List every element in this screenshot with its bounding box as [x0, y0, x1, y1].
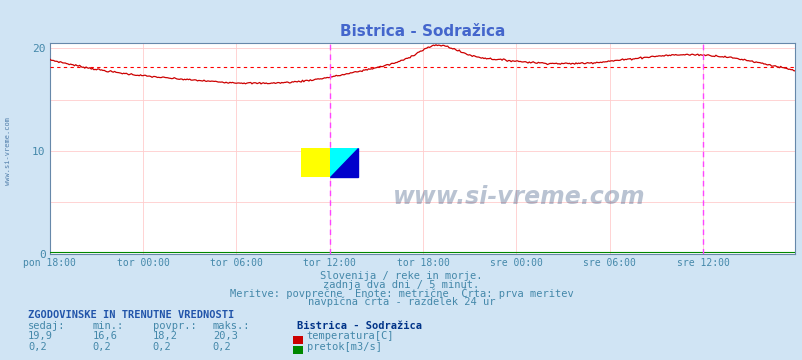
Text: 0,2: 0,2: [92, 342, 111, 352]
Text: ZGODOVINSKE IN TRENUTNE VREDNOSTI: ZGODOVINSKE IN TRENUTNE VREDNOSTI: [28, 310, 234, 320]
Bar: [301, 148, 330, 177]
Text: zadnja dva dni / 5 minut.: zadnja dva dni / 5 minut.: [323, 280, 479, 290]
Text: povpr.:: povpr.:: [152, 321, 196, 332]
Text: www.si-vreme.com: www.si-vreme.com: [5, 117, 11, 185]
Title: Bistrica - Sodražica: Bistrica - Sodražica: [339, 24, 504, 39]
Text: Slovenija / reke in morje.: Slovenija / reke in morje.: [320, 271, 482, 281]
Text: navpična črta - razdelek 24 ur: navpična črta - razdelek 24 ur: [307, 297, 495, 307]
Bar: [330, 148, 358, 177]
Text: maks.:: maks.:: [213, 321, 250, 332]
Text: 0,2: 0,2: [213, 342, 231, 352]
Text: Bistrica - Sodražica: Bistrica - Sodražica: [297, 321, 422, 332]
Text: Meritve: povprečne  Enote: metrične  Črta: prva meritev: Meritve: povprečne Enote: metrične Črta:…: [229, 287, 573, 299]
Polygon shape: [330, 148, 358, 177]
Text: 0,2: 0,2: [28, 342, 47, 352]
Text: sedaj:: sedaj:: [28, 321, 66, 332]
Text: 0,2: 0,2: [152, 342, 171, 352]
Text: 20,3: 20,3: [213, 332, 237, 342]
Text: 18,2: 18,2: [152, 332, 177, 342]
Text: temperatura[C]: temperatura[C]: [306, 332, 394, 342]
Text: 16,6: 16,6: [92, 332, 117, 342]
Text: min.:: min.:: [92, 321, 124, 332]
Text: www.si-vreme.com: www.si-vreme.com: [393, 185, 645, 210]
Text: 19,9: 19,9: [28, 332, 53, 342]
Text: pretok[m3/s]: pretok[m3/s]: [306, 342, 381, 352]
